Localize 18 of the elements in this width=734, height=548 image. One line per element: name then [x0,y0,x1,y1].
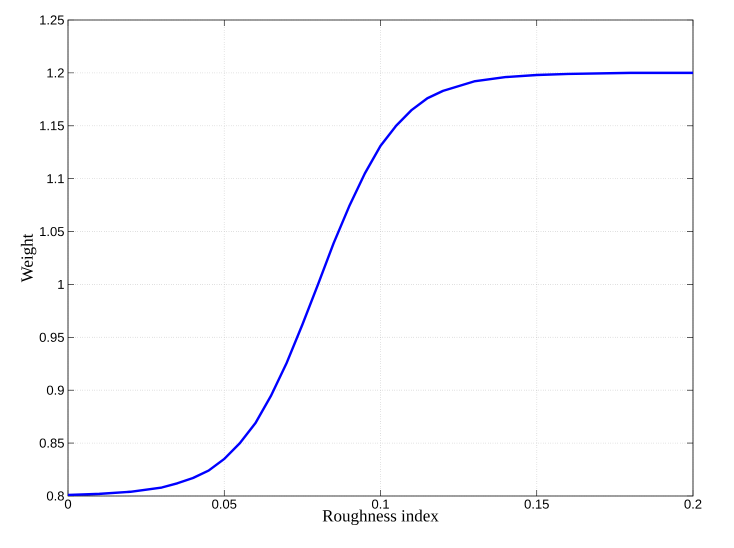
y-tick-label: 0.8 [46,491,64,501]
y-tick-label: 1.1 [47,174,64,184]
x-axis-title: Roughness index [322,510,439,526]
x-tick-label: 0.2 [684,500,702,509]
line-series [68,72,693,496]
x-tick-label: 0.05 [212,500,236,509]
y-tick-label: 0.85 [40,438,64,448]
y-tick-label: 0.95 [40,332,64,342]
y-tick-label: 0.9 [46,386,64,395]
y-axis-title: Weight [20,234,36,282]
x-tick-label: 0 [64,500,72,509]
x-tick-label: 0.15 [524,500,549,509]
y-tick-label: 1.15 [40,121,64,130]
y-tick-label: 1.05 [40,226,64,236]
y-tick-label: 1.25 [40,15,64,25]
y-tick-label: 1.2 [47,68,64,78]
y-tick-label: 1 [58,280,64,289]
x-tick-label: 0.1 [372,500,389,509]
